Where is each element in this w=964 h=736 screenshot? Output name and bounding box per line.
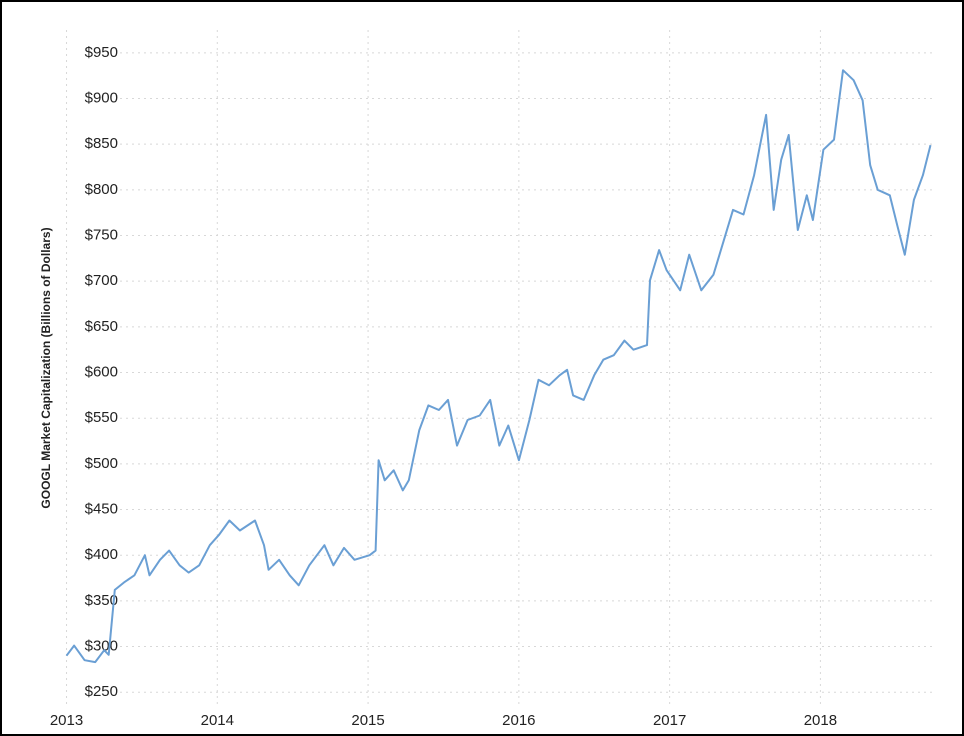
x-tick-label: 2017 bbox=[653, 712, 686, 729]
y-tick-label: $350 bbox=[85, 592, 118, 609]
y-tick-label: $750 bbox=[85, 226, 118, 243]
x-tick-label: 2015 bbox=[351, 712, 384, 729]
y-tick-label: $550 bbox=[85, 409, 118, 426]
y-tick-label: $650 bbox=[85, 318, 118, 335]
x-tick-label: 2013 bbox=[50, 712, 83, 729]
x-tick-label: 2014 bbox=[201, 712, 234, 729]
y-tick-label: $500 bbox=[85, 455, 118, 472]
y-tick-label: $950 bbox=[85, 44, 118, 61]
y-tick-label: $800 bbox=[85, 181, 118, 198]
y-tick-label: $250 bbox=[85, 683, 118, 700]
y-tick-label: $600 bbox=[85, 363, 118, 380]
y-tick-label: $900 bbox=[85, 89, 118, 106]
x-tick-label: 2016 bbox=[502, 712, 535, 729]
x-tick-label: 2018 bbox=[804, 712, 837, 729]
y-tick-label: $450 bbox=[85, 501, 118, 518]
y-axis-label: GOOGL Market Capitalization (Billions of… bbox=[39, 227, 53, 508]
y-tick-label: $850 bbox=[85, 135, 118, 152]
y-tick-label: $400 bbox=[85, 546, 118, 563]
y-tick-label: $700 bbox=[85, 272, 118, 289]
line-series bbox=[65, 69, 932, 664]
y-tick-label: $300 bbox=[85, 638, 118, 655]
